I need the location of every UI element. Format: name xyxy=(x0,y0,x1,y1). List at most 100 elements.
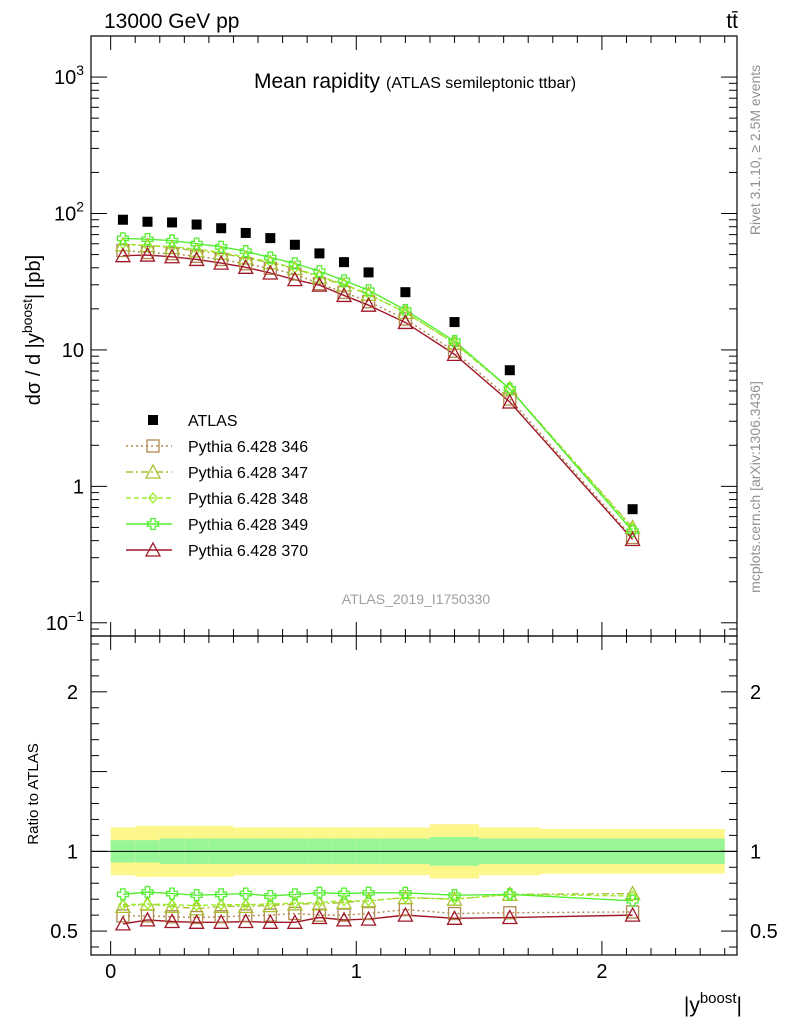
series-point-ratio-4 xyxy=(188,913,205,929)
data-point xyxy=(338,257,349,268)
legend-marker-1 xyxy=(144,463,162,479)
legend-marker-4 xyxy=(144,541,162,557)
series-point-ratio-2 xyxy=(363,894,374,907)
series-point-ratio-3 xyxy=(626,894,639,907)
series-point-ratio-2 xyxy=(191,899,202,912)
data-point xyxy=(240,227,251,238)
series-point-main-3 xyxy=(239,245,252,258)
series-point-ratio-3 xyxy=(239,887,252,900)
series-point-ratio-4 xyxy=(335,911,353,927)
series-point-main-4 xyxy=(397,314,414,330)
series-point-main-4 xyxy=(188,251,205,267)
series-line-main-3 xyxy=(122,237,634,532)
series-point-main-3 xyxy=(448,334,461,348)
data-point xyxy=(314,248,325,259)
series-point-main-3 xyxy=(503,382,516,396)
series-point-ratio-2 xyxy=(290,897,300,910)
series-line-ratio-4 xyxy=(122,914,633,925)
series-point-main-4 xyxy=(163,248,181,264)
data-point xyxy=(142,216,153,227)
series-point-ratio-3 xyxy=(141,885,154,899)
legend-marker-2 xyxy=(148,491,158,505)
series-point-ratio-2 xyxy=(314,896,325,909)
series-point-ratio-3 xyxy=(448,889,461,902)
series-point-ratio-3 xyxy=(503,888,516,901)
series-point-ratio-4 xyxy=(262,913,279,929)
series-point-main-3 xyxy=(362,284,375,297)
header-process: tt̄ xyxy=(726,10,738,33)
series-point-main-3 xyxy=(399,303,412,317)
y-tick-label: 10 xyxy=(62,340,84,362)
series-point-main-4 xyxy=(335,287,353,303)
series-point-main-3 xyxy=(313,265,326,278)
series-point-ratio-3 xyxy=(190,889,203,902)
y-tick-label: 102 xyxy=(54,198,84,225)
series-point-ratio-4 xyxy=(311,909,328,925)
y-tick-label: 103 xyxy=(54,62,84,89)
series-point-ratio-2 xyxy=(216,898,227,911)
series-point-main-3 xyxy=(190,237,203,250)
series-point-main-3 xyxy=(141,233,154,246)
series-point-ratio-2 xyxy=(240,898,251,911)
data-point xyxy=(363,267,374,278)
y-tick-label: 1 xyxy=(73,476,84,498)
series-point-ratio-4 xyxy=(624,906,641,922)
data-point xyxy=(265,233,276,244)
series-point-main-4 xyxy=(624,531,641,547)
y-axis-label: dσ / d |yboost| [pb] xyxy=(19,255,45,405)
data-point xyxy=(216,223,227,234)
legend-label-2: Pythia 6.428 348 xyxy=(188,491,308,508)
series-point-ratio-2 xyxy=(118,898,128,911)
series-point-ratio-4 xyxy=(501,909,518,925)
legend-marker-3 xyxy=(146,517,160,531)
series-point-main-4 xyxy=(139,246,156,262)
series-point-main-4 xyxy=(501,393,518,409)
series-point-ratio-4 xyxy=(213,913,230,929)
series-point-main-4 xyxy=(262,264,279,280)
series-point-ratio-0 xyxy=(337,908,351,922)
ratio-y-tick-label-left: 0.5 xyxy=(50,921,78,943)
series-line-main-1 xyxy=(122,244,634,528)
header-energy: 13000 GeV pp xyxy=(104,10,239,33)
series-point-ratio-2 xyxy=(265,897,276,911)
series-point-ratio-4 xyxy=(360,910,377,926)
series-point-ratio-1 xyxy=(624,885,641,901)
legend-label-data: ATLAS xyxy=(188,413,238,430)
series-point-ratio-4 xyxy=(163,913,181,929)
data-point xyxy=(449,317,460,328)
series-point-main-4 xyxy=(360,296,377,312)
series-point-ratio-2 xyxy=(167,898,177,911)
series-point-main-3 xyxy=(116,232,130,245)
series-point-ratio-3 xyxy=(313,886,326,899)
series-point-main-0 xyxy=(447,344,462,359)
series-point-ratio-0 xyxy=(503,906,517,920)
ratio-y-axis-label: Ratio to ATLAS xyxy=(25,743,42,844)
ratio-y-tick-label-right: 1 xyxy=(750,841,761,863)
legend-label-3: Pythia 6.428 349 xyxy=(188,517,308,534)
data-point xyxy=(289,239,300,250)
data-point xyxy=(400,287,411,298)
series-point-ratio-3 xyxy=(337,887,351,900)
data-point xyxy=(627,504,638,515)
side-label-mcplots: mcplots.cern.ch [arXiv:1306.3436] xyxy=(747,381,763,593)
side-label-rivet: Rivet 3.1.10, ≥ 2.5M events xyxy=(747,65,763,235)
legend-marker-data xyxy=(148,415,158,425)
series-point-ratio-4 xyxy=(237,913,254,929)
series-point-main-3 xyxy=(337,274,351,287)
ratio-y-tick-label-left: 2 xyxy=(67,682,78,704)
legend-label-4: Pythia 6.428 370 xyxy=(188,543,308,560)
series-point-main-4 xyxy=(237,258,254,274)
data-point xyxy=(117,214,128,225)
ratio-y-tick-label-right: 2 xyxy=(750,682,761,704)
series-point-main-4 xyxy=(286,271,303,287)
ratio-plot-frame xyxy=(90,635,738,956)
series-point-main-3 xyxy=(288,257,302,270)
series-line-ratio-3 xyxy=(122,891,633,902)
legend-label-0: Pythia 6.428 346 xyxy=(188,439,308,456)
series-point-ratio-3 xyxy=(215,888,228,901)
series-point-main-2 xyxy=(400,306,411,319)
series-line-ratio-2 xyxy=(122,893,633,907)
series-point-main-4 xyxy=(311,276,328,292)
legend-label-1: Pythia 6.428 347 xyxy=(188,465,308,482)
